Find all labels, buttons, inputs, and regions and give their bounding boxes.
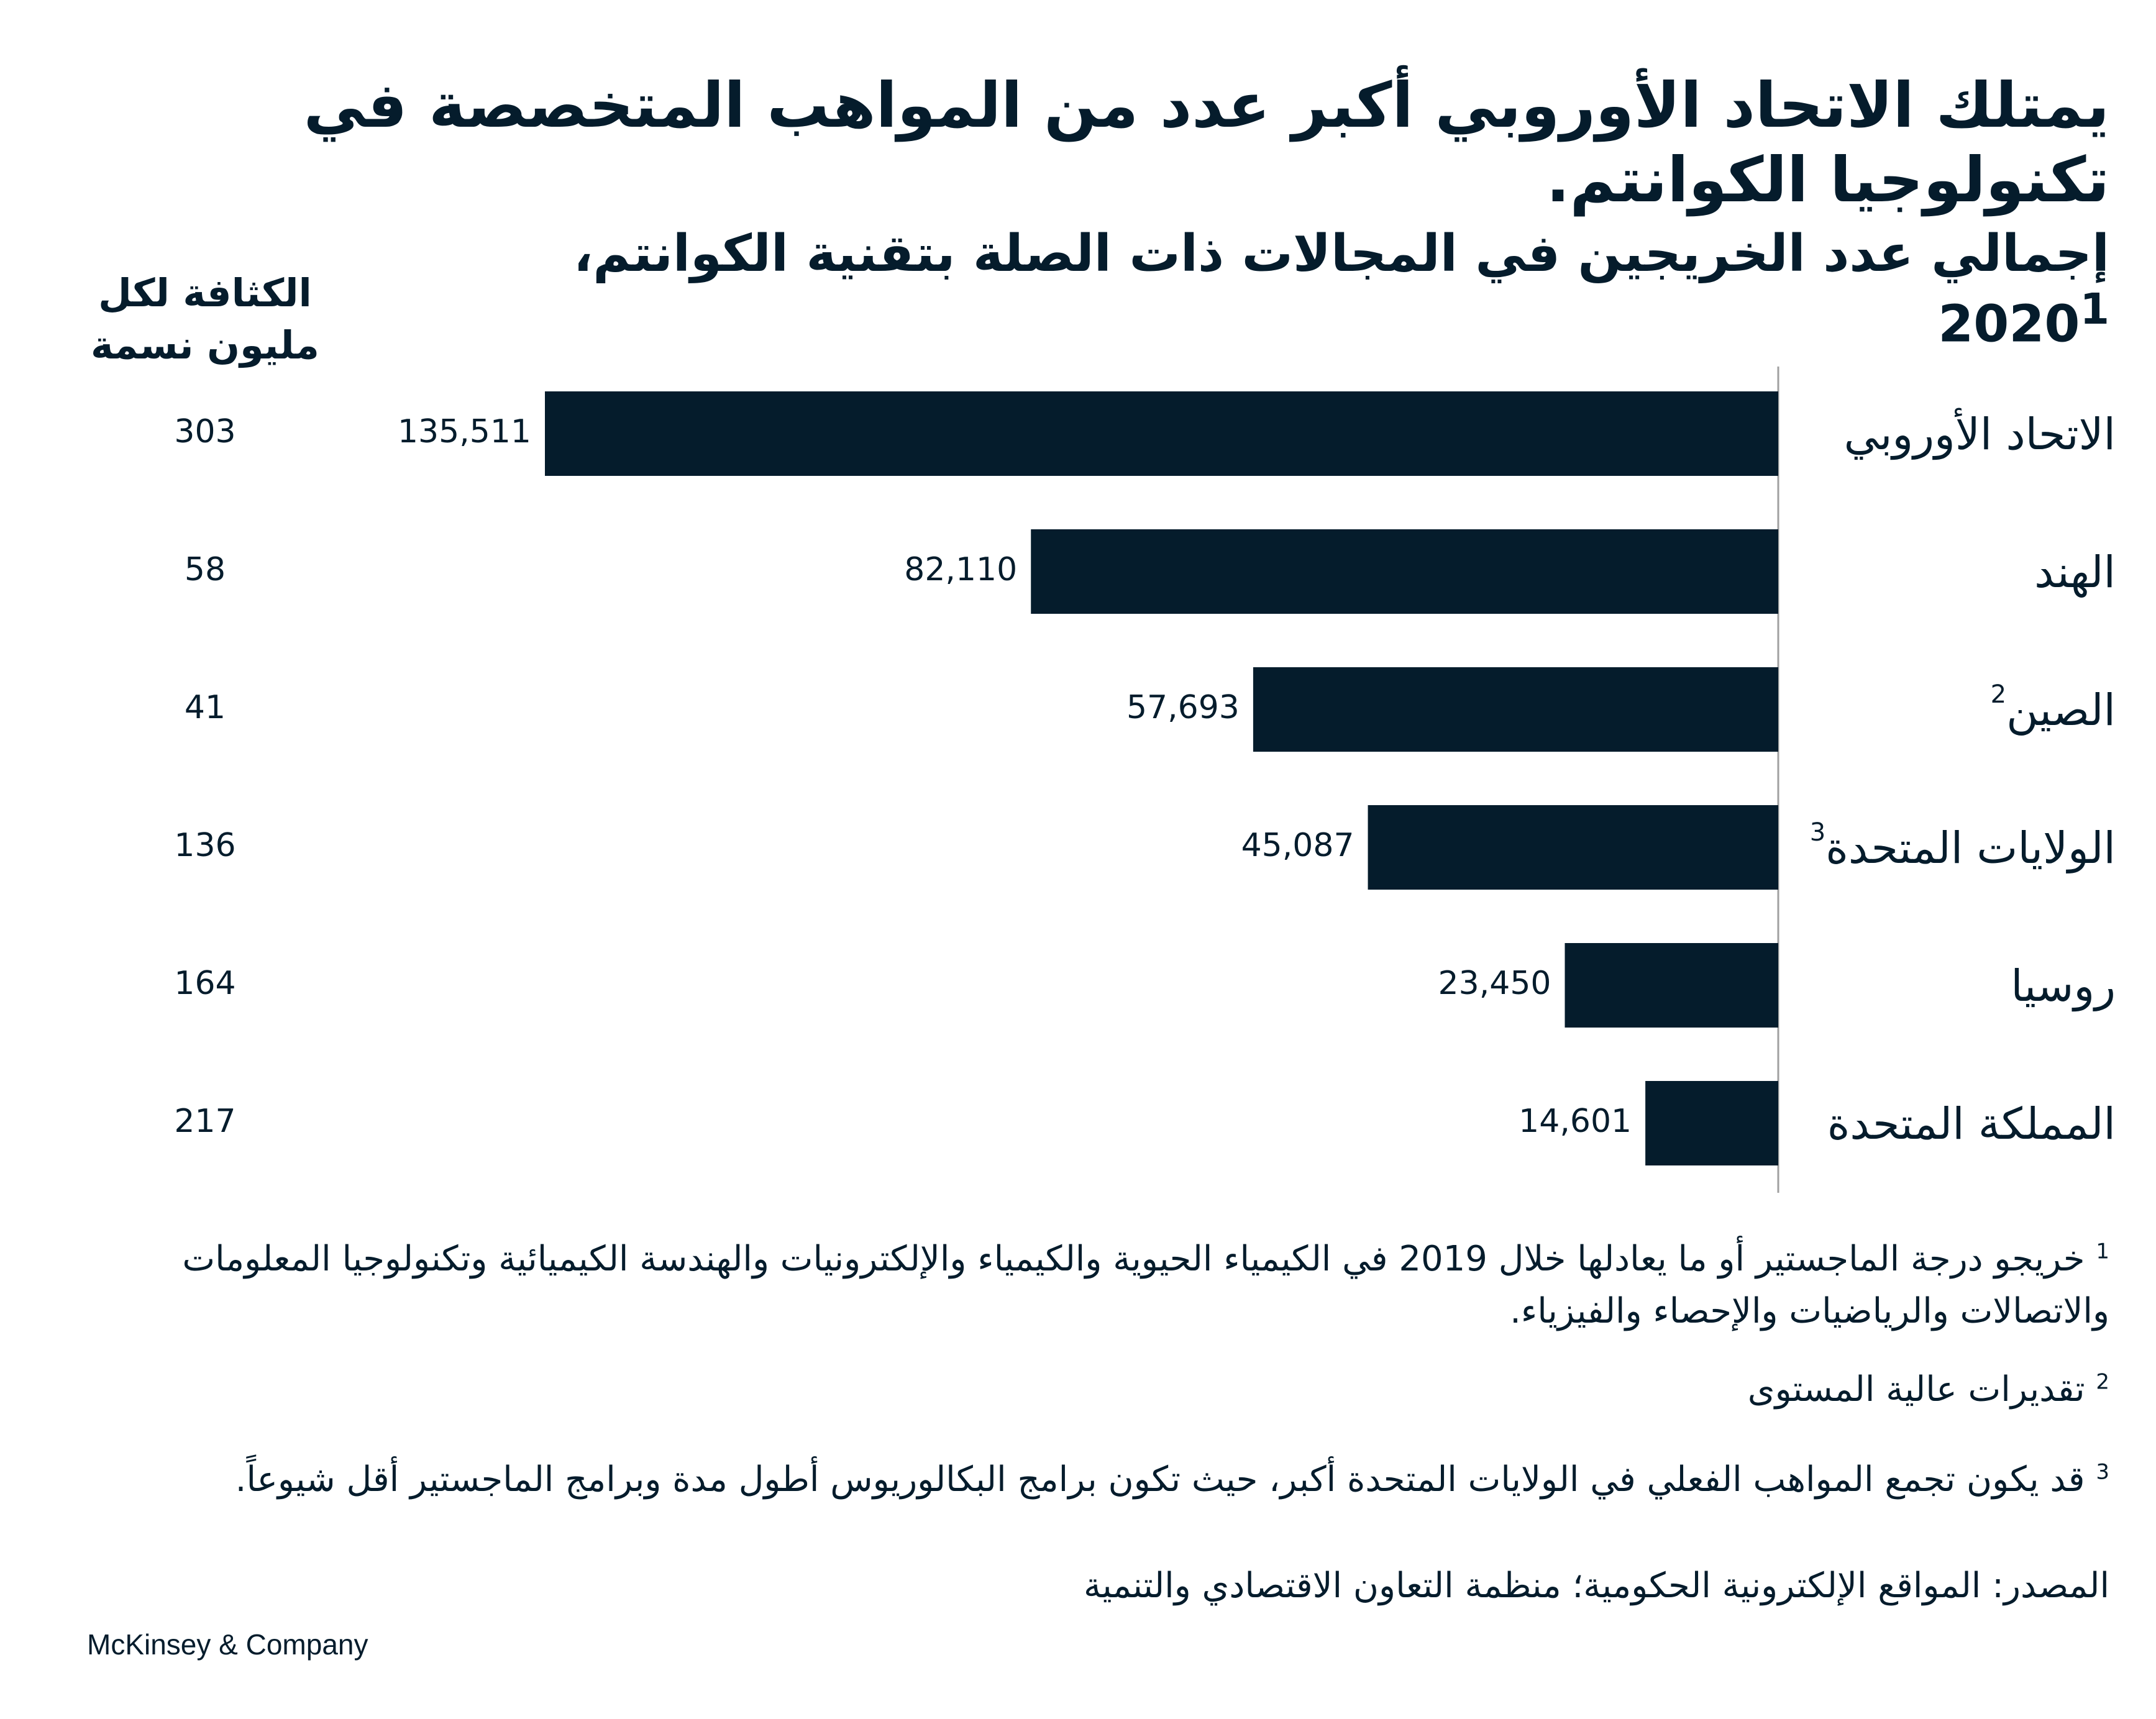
bar-value-label: 23,450 bbox=[1438, 965, 1551, 1002]
footnote-2-text: تقديرات عالية المستوى bbox=[1747, 1369, 2085, 1410]
density-value: 164 bbox=[174, 965, 235, 1002]
category-label: الهند bbox=[2034, 547, 2116, 598]
category-footnote-mark: 2 bbox=[1991, 680, 2006, 709]
bar bbox=[545, 391, 1778, 476]
footnote-1: 1 خريجو درجة الماجستير أو ما يعادلها خلا… bbox=[121, 1233, 2109, 1338]
density-value: 41 bbox=[185, 689, 226, 726]
chart-subtitle-text: إجمالي عدد الخريجين في المجالات ذات الصل… bbox=[573, 224, 2109, 354]
bar-value-label: 45,087 bbox=[1241, 827, 1354, 864]
footnote-3-mark: 3 bbox=[2096, 1459, 2109, 1485]
density-value: 136 bbox=[174, 827, 235, 864]
category-label: الصين2 bbox=[1991, 680, 2116, 736]
bar bbox=[1645, 1081, 1778, 1165]
footnote-3: 3 قد يكون تجمع المواهب الفعلي في الولايا… bbox=[121, 1454, 2109, 1506]
bar-value-label: 57,693 bbox=[1126, 689, 1240, 726]
category-label: الاتحاد الأوروبي bbox=[1844, 408, 2116, 460]
footnote-2: 2 تقديرات عالية المستوى bbox=[121, 1364, 2109, 1416]
footnote-1-text: خريجو درجة الماجستير أو ما يعادلها خلال … bbox=[182, 1239, 2109, 1331]
density-value: 303 bbox=[174, 413, 235, 450]
source-note: المصدر: المواقع الإلكترونية الحكومية؛ من… bbox=[1083, 1566, 2109, 1606]
category-label: الولايات المتحدة3 bbox=[1810, 818, 2116, 873]
density-value: 58 bbox=[185, 551, 226, 588]
density-column-header: الكثافة لكل مليون نسمة bbox=[91, 270, 319, 368]
chart-subtitle-footnote-mark: 1 bbox=[2080, 285, 2109, 335]
footnote-1-mark: 1 bbox=[2096, 1239, 2109, 1264]
bars-group: 135,511 الاتحاد الأوروبي 303 82,110 الهند 58 5… bbox=[174, 391, 2116, 1165]
footnote-3-text: قد يكون تجمع المواهب الفعلي في الولايات … bbox=[235, 1459, 2085, 1500]
chart-subtitle: إجمالي عدد الخريجين في المجالات ذات الصل… bbox=[494, 224, 2109, 355]
bar bbox=[1031, 529, 1778, 614]
category-label: المملكة المتحدة bbox=[1827, 1098, 2116, 1149]
bar bbox=[1368, 805, 1778, 890]
bar-chart: 135,511 الاتحاد الأوروبي 303 82,110 الهند 58 5… bbox=[174, 367, 2116, 1193]
brand-logo-text: McKinsey & Company bbox=[87, 1628, 368, 1661]
footnote-2-mark: 2 bbox=[2096, 1369, 2109, 1395]
density-value: 217 bbox=[174, 1103, 235, 1140]
category-label: روسيا bbox=[2011, 960, 2116, 1012]
bar bbox=[1564, 943, 1778, 1028]
bar-value-label: 135,511 bbox=[398, 413, 531, 450]
bar bbox=[1253, 667, 1778, 752]
bar-value-label: 14,601 bbox=[1519, 1103, 1632, 1140]
category-footnote-mark: 3 bbox=[1810, 818, 1825, 847]
chart-title: يمتلك الاتحاد الأوروبي أكبر عدد من الموا… bbox=[303, 69, 2109, 216]
bar-value-label: 82,110 bbox=[904, 551, 1017, 588]
